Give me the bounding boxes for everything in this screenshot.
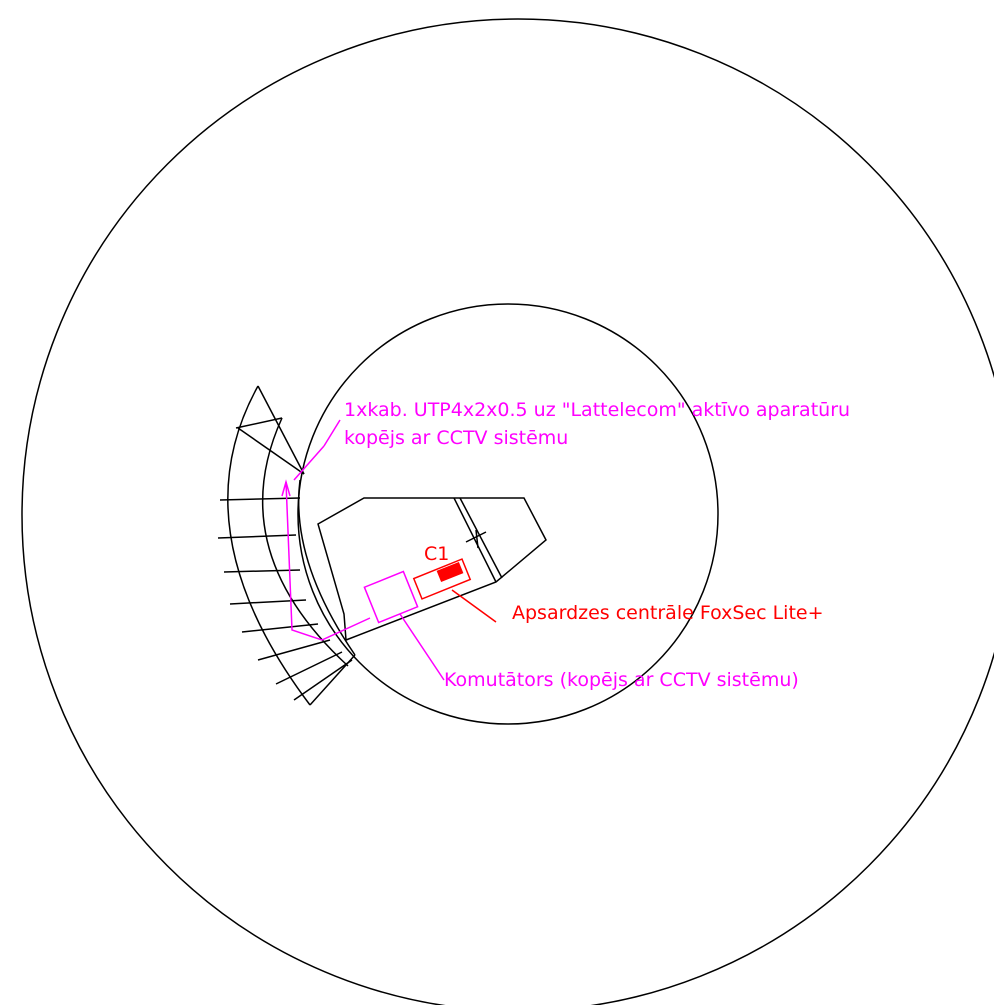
alarm-panel-label: Apsardzes centrāle FoxSec Lite+ <box>512 602 824 624</box>
stair-fan <box>217 385 356 706</box>
outer-circle <box>21 18 994 1005</box>
c1-tag: C1 <box>424 543 449 565</box>
room-outline <box>317 497 547 642</box>
cable-label-line1: 1xkab. UTP4x2x0.5 uz "Lattelecom" aktīvo… <box>344 399 850 421</box>
cable-label-line2: kopējs ar CCTV sistēmu <box>344 427 568 449</box>
alarm-panel-c1 <box>412 558 497 623</box>
cable-route <box>281 419 445 681</box>
switch-label: Komutātors (kopējs ar CCTV sistēmu) <box>444 669 799 691</box>
inner-circle <box>297 303 719 725</box>
switch-box <box>363 570 419 624</box>
